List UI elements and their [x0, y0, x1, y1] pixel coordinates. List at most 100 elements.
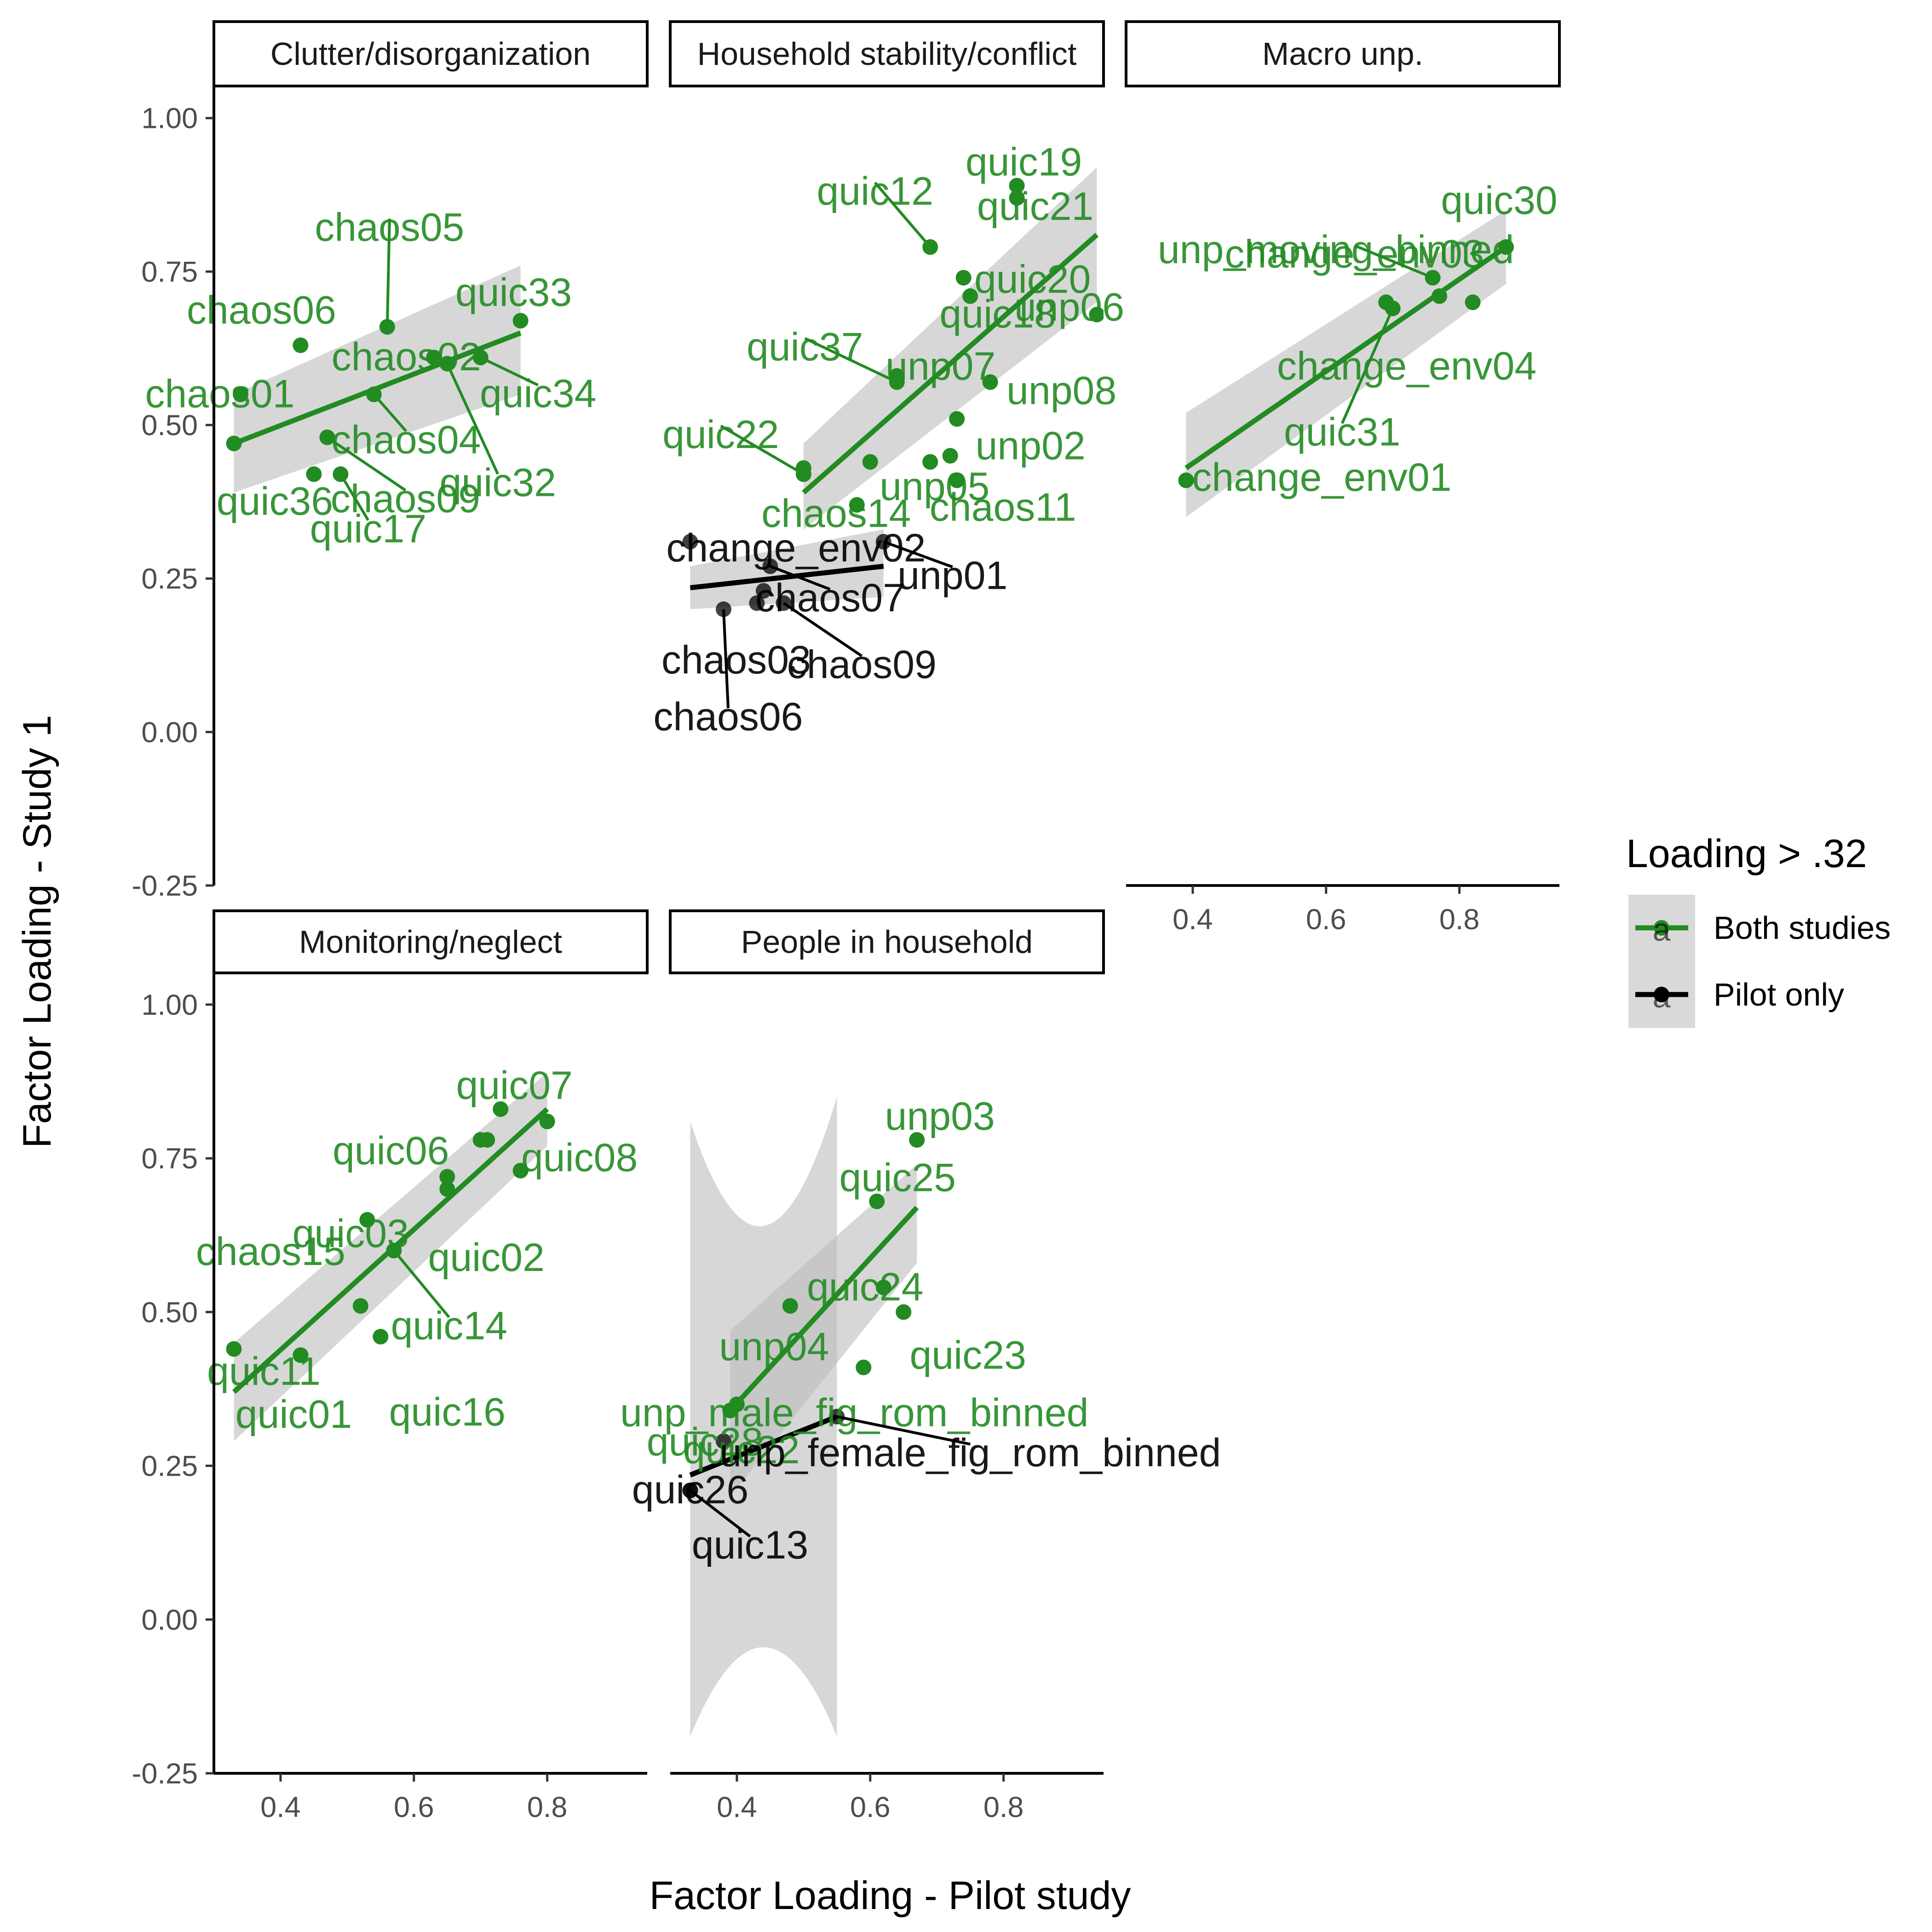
x-tick-label: 0.8: [983, 1791, 1024, 1823]
point-label: unp_male_fig_rom_binned: [620, 1391, 1088, 1435]
y-tick-label: 0.75: [141, 256, 198, 288]
point-label: chaos06: [653, 695, 803, 739]
point-label: unp01: [897, 554, 1007, 598]
point-label: chaos11: [930, 485, 1076, 529]
point-label: quic36: [217, 479, 333, 523]
confidence-band: [803, 167, 1097, 529]
y-tick-label: 0.00: [141, 1604, 198, 1636]
legend-title: Loading > .32: [1626, 832, 1867, 876]
point-label: quic22: [662, 413, 779, 457]
panel-plot-area: [226, 265, 529, 493]
legend-key-point: [1654, 920, 1669, 936]
data-point: [962, 288, 978, 304]
point-label: unp_female_fig_rom_binned: [719, 1431, 1221, 1475]
facet-panel-3: Macro unp. change_env03 quic30 unp_moving_b…: [1125, 20, 1561, 936]
label-leader-line: [770, 565, 831, 591]
data-point: [862, 454, 878, 470]
point-label: quic11: [207, 1350, 321, 1394]
legend-key-glyph: a: [1653, 912, 1671, 948]
point-label: chaos04: [331, 418, 481, 462]
data-point: [982, 374, 998, 390]
point-label: quic37: [747, 325, 863, 369]
y-tick-label: 0.25: [141, 563, 198, 595]
point-label: quic08: [521, 1136, 638, 1180]
x-tick-label: 0.4: [260, 1791, 301, 1823]
point-label: quic12: [816, 169, 933, 213]
y-tick-label: 0.75: [141, 1143, 198, 1175]
point-label: unp04: [719, 1325, 829, 1369]
point-label: chaos07: [755, 576, 905, 620]
facet-strip: [213, 20, 649, 87]
data-point: [352, 1298, 368, 1314]
data-point: [226, 1341, 242, 1357]
point-label: quic23: [910, 1333, 1026, 1377]
point-label: quic22: [683, 1428, 799, 1472]
point-label: chaos15: [196, 1230, 345, 1274]
point-label: chaos02: [332, 335, 481, 379]
label-leader-line: [326, 436, 407, 492]
data-point: [426, 350, 442, 366]
label-leader-line: [385, 218, 391, 327]
y-tick-label: 0.50: [141, 1296, 198, 1328]
data-point: [1089, 306, 1104, 322]
data-point: [539, 1113, 555, 1129]
point-label: quic28: [647, 1420, 763, 1464]
facet-strip: [669, 20, 1105, 87]
y-tick-label: 0.50: [141, 409, 198, 442]
data-point: [1009, 190, 1025, 206]
data-point: [439, 1169, 455, 1185]
point-label: quic20: [974, 258, 1091, 302]
data-point: [359, 1212, 375, 1228]
y-tick-label: -0.25: [132, 1758, 198, 1790]
data-point: [869, 1193, 885, 1209]
x-tick-label: 0.6: [1306, 903, 1346, 936]
point-label: quic18: [939, 292, 1056, 336]
y-tick-label: 0.00: [141, 716, 198, 748]
x-axis-title: Factor Loading - Pilot study: [650, 1874, 1131, 1918]
data-point: [942, 448, 958, 464]
data-point: [293, 337, 309, 353]
y-tick-label: 1.00: [141, 103, 198, 135]
point-label: unp06: [1014, 285, 1124, 329]
point-label: quic17: [310, 507, 426, 551]
point-label: unp03: [885, 1094, 995, 1138]
facet-title: People in household: [741, 924, 1033, 960]
facet-panel-1: Clutter/disorganizationchaos05chaos06cha…: [132, 20, 649, 902]
panel-plot-area: [226, 1072, 555, 1442]
legend-key-glyph: a: [1653, 978, 1671, 1014]
fit-line-both: [802, 233, 1099, 494]
point-label: quic24: [807, 1265, 923, 1309]
point-label: unp05: [880, 465, 989, 509]
point-label: quic03: [293, 1212, 409, 1256]
label-leader-line: [782, 602, 863, 657]
point-label: quic06: [333, 1129, 449, 1173]
point-label: quic26: [632, 1468, 748, 1512]
facet-strip: [1125, 20, 1561, 87]
panel-plot-area: [1178, 210, 1514, 518]
fit-line-both: [1184, 245, 1508, 470]
facet-panel-5: People in household unp03 quic25 quic24 quic…: [620, 909, 1221, 1823]
data-point: [439, 1181, 455, 1197]
confidence-band: [690, 1097, 837, 1736]
fit-line-both: [728, 1206, 919, 1412]
point-label: quic02: [428, 1236, 545, 1280]
confidence-band: [690, 529, 884, 610]
data-point: [909, 1132, 925, 1148]
data-point: [512, 313, 529, 329]
point-label: quic34: [480, 372, 596, 416]
data-point: [1498, 239, 1514, 255]
point-label: quic32: [440, 461, 556, 505]
y-tick-label: 0.25: [141, 1450, 198, 1483]
y-axis-title: Factor Loading - Study 1: [15, 715, 59, 1148]
label-leader-line: [1340, 308, 1394, 424]
point-label: change_env03: [1225, 232, 1484, 276]
data-point: [955, 270, 972, 286]
point-label: chaos03: [661, 638, 811, 682]
point-label: quic13: [692, 1523, 808, 1567]
data-point: [226, 436, 242, 452]
point-label: unp07: [886, 344, 995, 388]
data-point: [493, 1101, 509, 1117]
data-point: [479, 1132, 495, 1148]
label-leader-line: [689, 1489, 751, 1538]
